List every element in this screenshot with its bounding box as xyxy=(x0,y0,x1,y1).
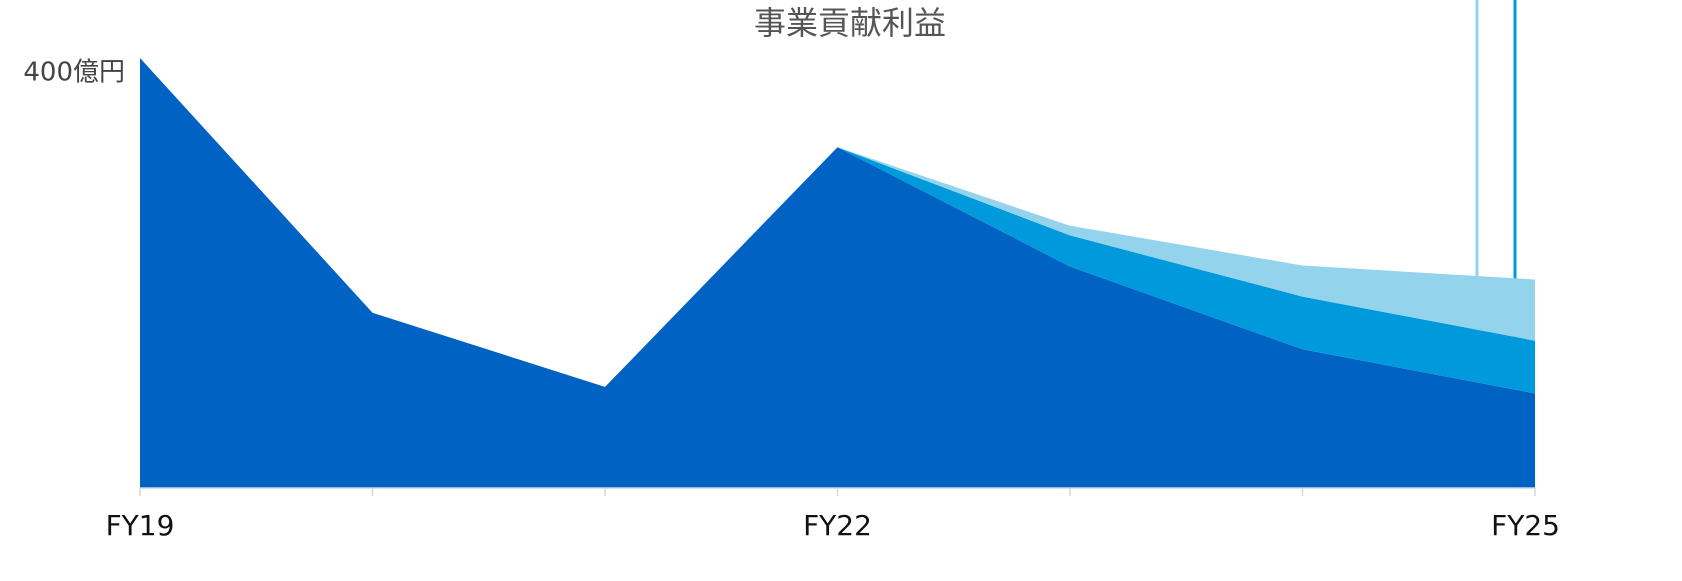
x-tick-label: FY19 xyxy=(106,509,175,542)
x-tick-label: FY25 xyxy=(1491,509,1560,542)
area xyxy=(837,147,1535,394)
y-tick-label: 400億円 xyxy=(23,58,125,88)
area xyxy=(837,147,1535,341)
x-tick-label: FY22 xyxy=(803,509,872,542)
area xyxy=(140,58,1535,488)
chart-title: 事業貢献利益 xyxy=(754,4,946,42)
